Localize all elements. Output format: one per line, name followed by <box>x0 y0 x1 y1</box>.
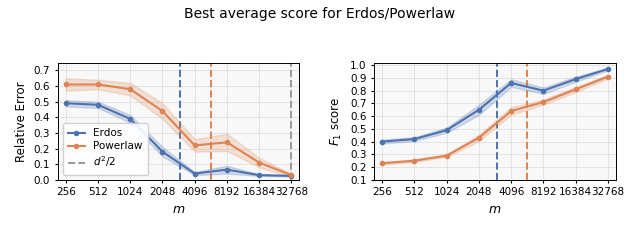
Text: Best average score for Erdos/Powerlaw: Best average score for Erdos/Powerlaw <box>184 7 456 21</box>
Legend: Erdos, Powerlaw, $d^2/2$: Erdos, Powerlaw, $d^2/2$ <box>63 123 148 175</box>
Erdos <box>411 138 419 140</box>
Line: Powerlaw: Powerlaw <box>63 82 294 177</box>
Erdos <box>126 118 134 120</box>
Erdos <box>94 103 102 106</box>
Erdos <box>378 140 386 143</box>
Powerlaw <box>378 162 386 165</box>
Erdos <box>159 150 166 153</box>
Powerlaw <box>540 101 547 103</box>
Powerlaw <box>287 174 295 176</box>
Powerlaw <box>191 144 198 147</box>
Y-axis label: Relative Error: Relative Error <box>15 81 28 161</box>
Powerlaw <box>223 141 231 144</box>
X-axis label: $m$: $m$ <box>488 203 502 216</box>
Erdos <box>604 68 612 70</box>
Powerlaw <box>94 83 102 86</box>
Powerlaw <box>159 110 166 112</box>
Powerlaw <box>572 88 579 91</box>
Powerlaw <box>508 110 515 112</box>
Erdos <box>508 82 515 84</box>
Y-axis label: $F_1$ score: $F_1$ score <box>330 97 344 146</box>
Erdos <box>191 172 198 175</box>
Erdos <box>475 108 483 111</box>
Powerlaw <box>126 88 134 91</box>
Powerlaw <box>475 136 483 139</box>
X-axis label: $m$: $m$ <box>172 203 185 216</box>
Erdos <box>540 89 547 92</box>
Erdos <box>255 174 263 176</box>
Erdos <box>443 129 451 131</box>
Powerlaw <box>443 154 451 157</box>
Erdos <box>287 174 295 177</box>
Powerlaw <box>255 161 263 164</box>
Erdos <box>223 168 231 171</box>
Line: Powerlaw: Powerlaw <box>380 75 610 165</box>
Powerlaw <box>62 83 70 86</box>
Line: Erdos: Erdos <box>63 101 294 178</box>
Powerlaw <box>604 75 612 78</box>
Erdos <box>62 102 70 105</box>
Powerlaw <box>411 159 419 162</box>
Erdos <box>572 78 579 81</box>
Line: Erdos: Erdos <box>380 67 610 144</box>
